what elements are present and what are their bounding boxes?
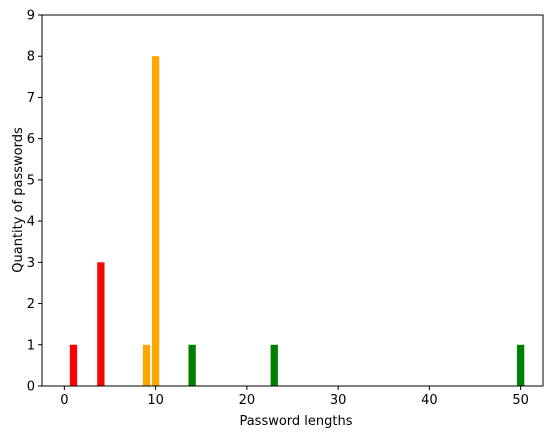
bar-3 <box>151 56 160 386</box>
x-tick-label-1: 10 <box>147 393 164 408</box>
y-axis: 0 1 2 3 4 5 6 7 8 9 <box>27 9 42 395</box>
bar-1 <box>97 262 105 386</box>
y-tick-label-3: 3 <box>27 256 35 271</box>
y-axis-label: Quantity of passwords <box>11 127 26 273</box>
y-tick-label-5: 5 <box>27 173 35 188</box>
x-tick-label-4: 40 <box>421 393 438 408</box>
y-tick-label-6: 6 <box>27 132 35 147</box>
y-tick-label-2: 2 <box>27 297 35 312</box>
y-tick-label-0: 0 <box>27 380 35 395</box>
x-axis: 0 10 20 30 40 50 <box>60 386 529 408</box>
bar-6 <box>516 344 525 386</box>
plot-frame <box>41 14 544 387</box>
y-tick-label-8: 8 <box>27 50 35 65</box>
bars-group <box>69 56 525 386</box>
y-tick-label-4: 4 <box>27 215 35 230</box>
y-tick-label-7: 7 <box>27 91 35 106</box>
x-axis-label: Password lengths <box>239 414 352 429</box>
x-tick-label-3: 30 <box>330 393 347 408</box>
x-tick-label-0: 0 <box>60 393 68 408</box>
bar-4 <box>188 344 196 386</box>
x-tick-label-2: 20 <box>239 393 256 408</box>
y-tick-label-9: 9 <box>27 9 35 24</box>
bar-2 <box>142 344 151 386</box>
bar-0 <box>69 344 78 386</box>
x-tick-label-5: 50 <box>512 393 529 408</box>
bar-5 <box>270 344 278 386</box>
y-tick-label-1: 1 <box>27 338 35 353</box>
